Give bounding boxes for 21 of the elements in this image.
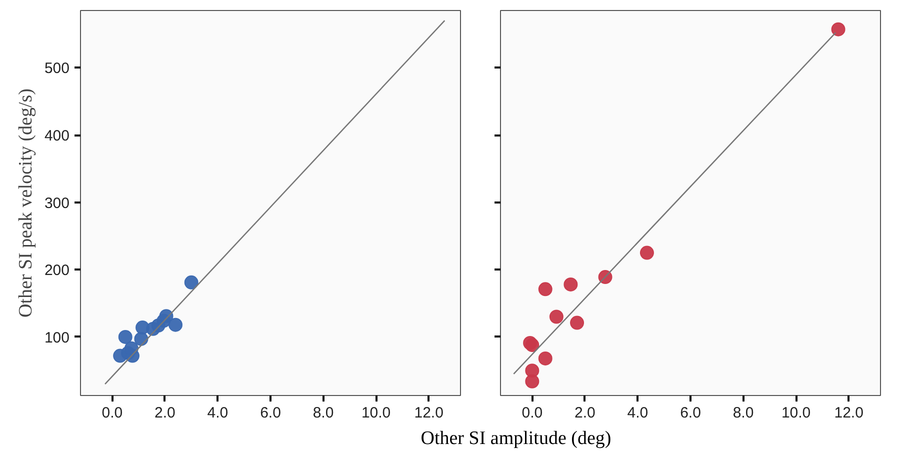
y-axis-title: Other SI peak velocity (deg/s) (15, 88, 36, 318)
x-tick-label: 12.0 (834, 404, 864, 422)
x-tick-label: 8.0 (312, 404, 334, 422)
y-tick-label: 300 (44, 194, 70, 212)
x-tick-label: 6.0 (260, 404, 281, 422)
x-tick-label: 10.0 (361, 404, 391, 422)
x-tick-label: 12.0 (414, 404, 444, 422)
x-tick-label: 10.0 (781, 404, 811, 422)
y-tick-label: 100 (44, 329, 70, 346)
x-tick-label: 6.0 (680, 404, 701, 422)
y-tick-label: 200 (44, 262, 70, 280)
y-tick-label: 500 (44, 60, 70, 78)
x-tick-label: 2.0 (154, 404, 176, 422)
x-tick-label: 4.0 (207, 404, 228, 422)
x-tick-label: 8.0 (732, 404, 754, 422)
x-tick-label: 4.0 (627, 404, 648, 422)
y-tick-label: 400 (44, 128, 70, 145)
x-tick-label: 0.0 (522, 404, 543, 422)
x-axis-title: Other SI amplitude (deg) (420, 427, 612, 451)
x-tick-label: 0.0 (102, 404, 123, 422)
x-tick-label: 2.0 (574, 404, 596, 422)
